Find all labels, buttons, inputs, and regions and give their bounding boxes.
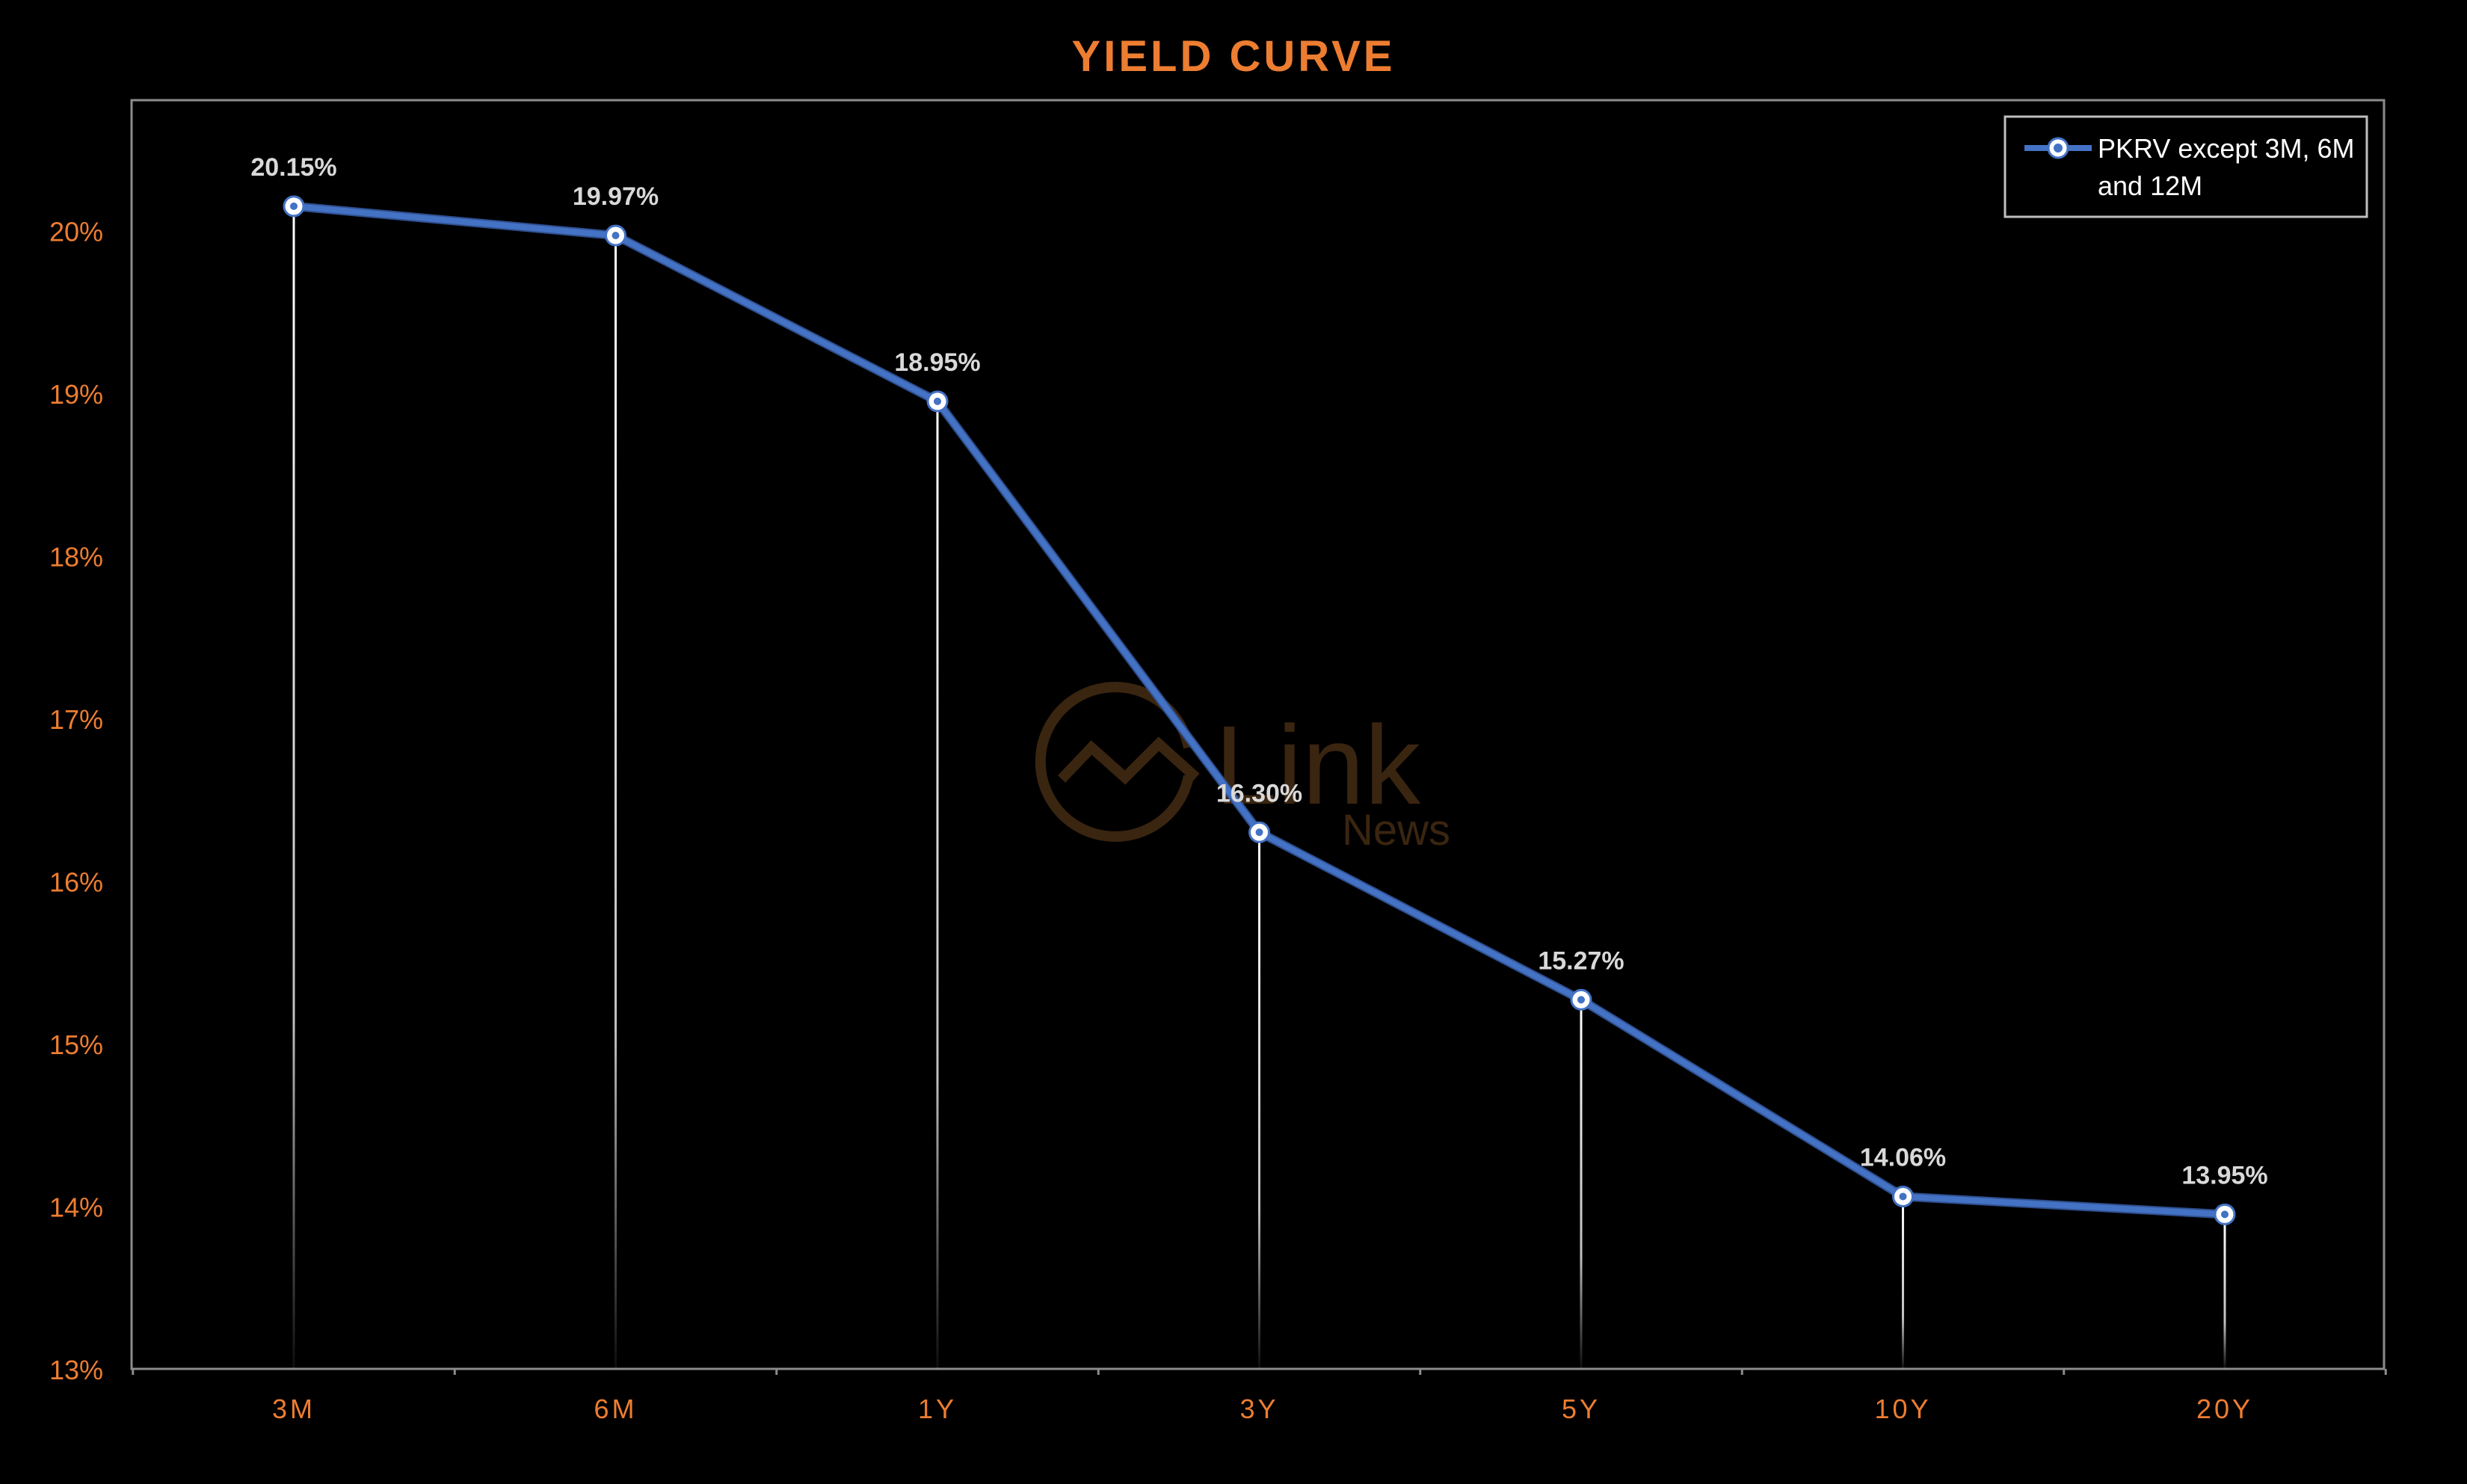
legend-series-marker-dot [2054, 144, 2063, 153]
data-point-marker-dot [2221, 1210, 2229, 1219]
legend-box [2004, 115, 2368, 218]
y-tick-label: 13% [49, 1355, 103, 1385]
chart-title: YIELD CURVE [1072, 32, 1396, 81]
x-tick-label: 6M [594, 1394, 637, 1424]
drop-line [292, 206, 295, 1369]
x-tick-label: 1Y [918, 1394, 957, 1424]
y-tick-label: 15% [49, 1029, 103, 1060]
series-layer [283, 195, 2236, 1225]
chart-legend: PKRV except 3M, 6M and 12M [2004, 115, 2368, 218]
drop-lines [292, 206, 2226, 1369]
data-labels: 20.15% 19.97% 18.95% 16.30% 15.27% 14.06% 13.9… [250, 153, 2267, 1190]
y-tick-label: 16% [49, 867, 103, 898]
data-point-marker-dot [1899, 1192, 1907, 1201]
data-point-marker-dot [934, 397, 941, 405]
data-label: 14.06% [1860, 1143, 1946, 1172]
data-label: 16.30% [1216, 779, 1302, 807]
data-point-marker-dot [1255, 828, 1263, 837]
data-label: 19.97% [573, 182, 659, 211]
x-tick-label: 3M [272, 1394, 315, 1424]
drop-line [615, 235, 617, 1369]
y-tick-label: 18% [49, 542, 103, 573]
y-tick-label: 19% [49, 379, 103, 410]
legend-label-line2: and 12M [2098, 170, 2202, 201]
plot-area-frame [130, 99, 2386, 1370]
drop-line [1580, 1000, 1583, 1369]
data-label: 15.27% [1538, 946, 1624, 975]
link-news-watermark: Link News [1035, 682, 1450, 855]
y-axis: 13% 14% 15% 16% 17% 18% 19% 20% [49, 217, 103, 1386]
watermark-logo-icon [1035, 682, 1194, 842]
data-point-marker-dot [1577, 996, 1585, 1004]
drop-line [936, 401, 939, 1369]
y-tick-label: 17% [49, 704, 103, 735]
x-axis: 3M 6M 1Y 3Y 5Y 10Y 20Y [132, 1369, 2387, 1424]
drop-line [1902, 1196, 1904, 1369]
drop-line [2223, 1214, 2226, 1369]
data-point-marker-dot [290, 202, 298, 210]
data-label: 13.95% [2181, 1161, 2267, 1189]
x-tick-label: 5Y [1562, 1394, 1601, 1424]
watermark-logo-zigzag [1057, 736, 1200, 785]
x-tick-label: 3Y [1239, 1394, 1278, 1424]
x-tick-label: 10Y [1874, 1394, 1931, 1424]
y-tick-label: 20% [49, 217, 103, 247]
legend-label-line1: PKRV except 3M, 6M [2098, 133, 2354, 164]
y-tick-label: 14% [49, 1192, 103, 1223]
data-point-marker-dot [612, 232, 620, 240]
x-tick-label: 20Y [2196, 1394, 2253, 1424]
watermark-subtext: News [1342, 806, 1450, 855]
watermark-text: Link [1215, 702, 1421, 828]
drop-line [1258, 832, 1260, 1369]
data-label: 18.95% [894, 348, 980, 377]
data-label: 20.15% [250, 153, 336, 182]
